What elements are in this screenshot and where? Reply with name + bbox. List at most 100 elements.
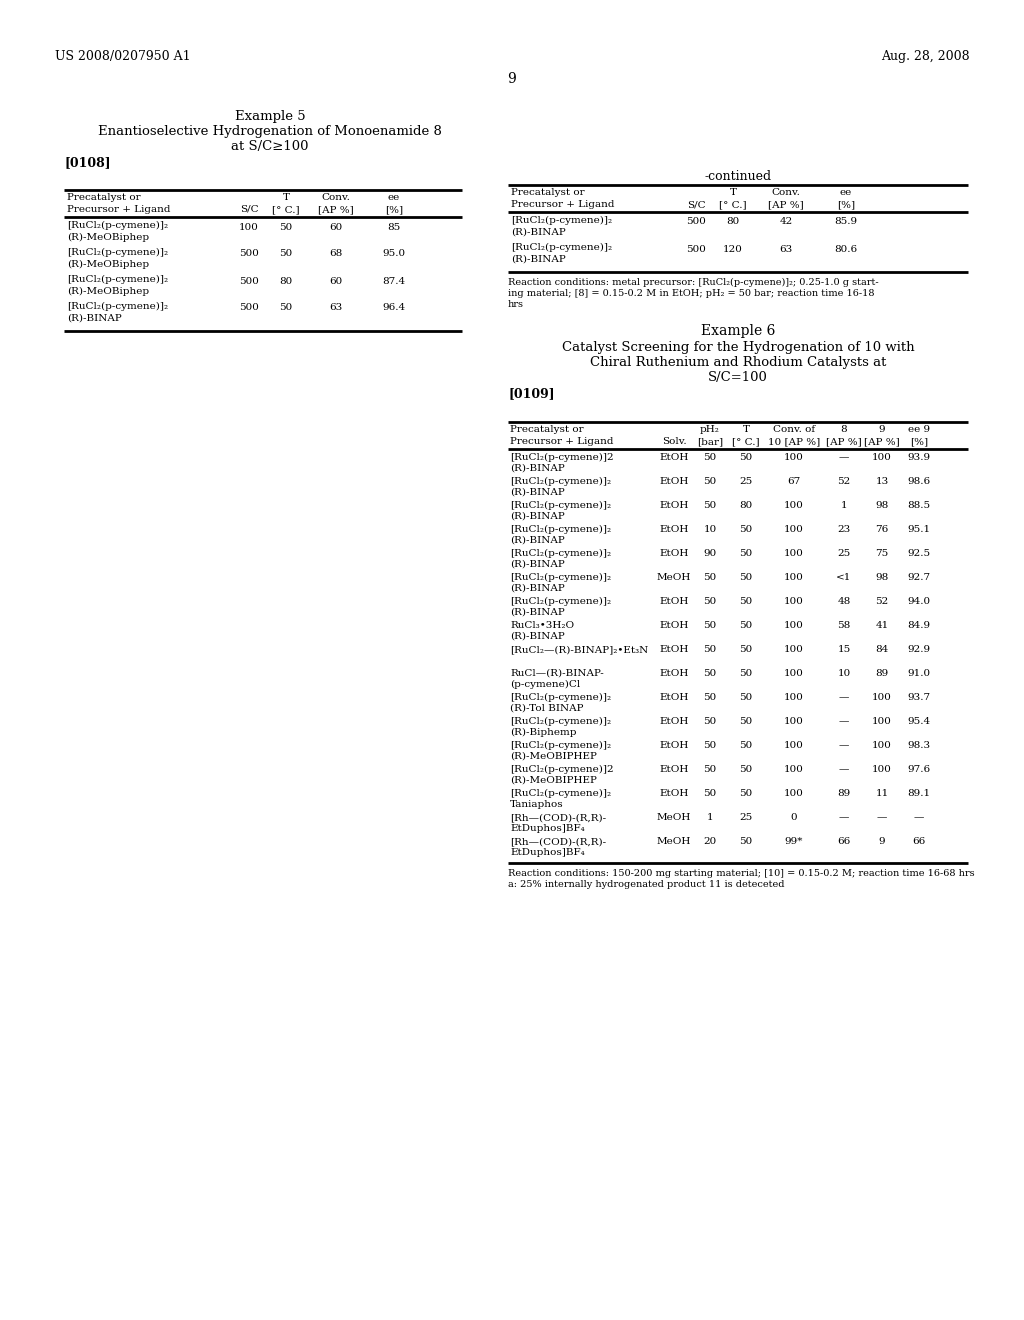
Text: S/C=100: S/C=100 [708, 371, 768, 384]
Text: S/C: S/C [687, 201, 706, 209]
Text: 60: 60 [330, 223, 343, 231]
Text: 98: 98 [876, 573, 889, 582]
Text: 89: 89 [838, 789, 851, 799]
Text: 8: 8 [841, 425, 847, 434]
Text: [RuCl₂(p-cymene)]₂: [RuCl₂(p-cymene)]₂ [510, 717, 611, 726]
Text: 100: 100 [784, 789, 804, 799]
Text: 50: 50 [703, 789, 717, 799]
Text: 99*: 99* [784, 837, 803, 846]
Text: —: — [839, 454, 849, 462]
Text: Precursor + Ligand: Precursor + Ligand [510, 437, 613, 446]
Text: 100: 100 [872, 766, 892, 775]
Text: 50: 50 [703, 669, 717, 678]
Text: [0108]: [0108] [63, 156, 111, 169]
Text: 50: 50 [739, 598, 753, 606]
Text: 52: 52 [876, 598, 889, 606]
Text: (R)-BINAP: (R)-BINAP [511, 228, 565, 238]
Text: 50: 50 [703, 766, 717, 775]
Text: 50: 50 [739, 622, 753, 631]
Text: MeOH: MeOH [656, 573, 691, 582]
Text: 50: 50 [280, 304, 293, 313]
Text: EtOH: EtOH [659, 622, 689, 631]
Text: (R)-BINAP: (R)-BINAP [510, 609, 565, 616]
Text: 60: 60 [330, 276, 343, 285]
Text: 88.5: 88.5 [907, 502, 931, 511]
Text: 500: 500 [686, 244, 706, 253]
Text: (R)-BINAP: (R)-BINAP [510, 583, 565, 593]
Text: 50: 50 [280, 249, 293, 259]
Text: hrs: hrs [508, 300, 524, 309]
Text: 25: 25 [838, 549, 851, 558]
Text: 500: 500 [239, 249, 259, 259]
Text: 100: 100 [784, 573, 804, 582]
Text: 100: 100 [784, 645, 804, 655]
Text: —: — [839, 742, 849, 751]
Text: 66: 66 [838, 837, 851, 846]
Text: (p-cymene)Cl: (p-cymene)Cl [510, 680, 581, 689]
Text: 500: 500 [239, 304, 259, 313]
Text: 1: 1 [707, 813, 714, 822]
Text: 42: 42 [779, 218, 793, 227]
Text: 75: 75 [876, 549, 889, 558]
Text: EtOH: EtOH [659, 598, 689, 606]
Text: Enantioselective Hydrogenation of Monoenamide 8: Enantioselective Hydrogenation of Monoen… [98, 125, 442, 139]
Text: 50: 50 [739, 789, 753, 799]
Text: MeOH: MeOH [656, 813, 691, 822]
Text: RuCl₃•3H₂O: RuCl₃•3H₂O [510, 620, 574, 630]
Text: T: T [729, 187, 736, 197]
Text: [RuCl₂(p-cymene)]₂: [RuCl₂(p-cymene)]₂ [510, 502, 611, 510]
Text: EtOH: EtOH [659, 718, 689, 726]
Text: [%]: [%] [910, 437, 928, 446]
Text: —: — [839, 813, 849, 822]
Text: —: — [839, 693, 849, 702]
Text: 98.6: 98.6 [907, 478, 931, 487]
Text: 100: 100 [784, 502, 804, 511]
Text: 100: 100 [872, 693, 892, 702]
Text: 89: 89 [876, 669, 889, 678]
Text: [RuCl₂(p-cymene)]₂: [RuCl₂(p-cymene)]₂ [511, 243, 612, 252]
Text: Precursor + Ligand: Precursor + Ligand [511, 201, 614, 209]
Text: Reaction conditions: metal precursor: [RuCl₂(p-cymene)]₂; 0.25-1.0 g start-: Reaction conditions: metal precursor: [R… [508, 279, 879, 288]
Text: 50: 50 [739, 837, 753, 846]
Text: 100: 100 [872, 718, 892, 726]
Text: Conv. of: Conv. of [773, 425, 815, 434]
Text: [AP %]: [AP %] [826, 437, 862, 446]
Text: 50: 50 [739, 693, 753, 702]
Text: S/C: S/C [240, 205, 258, 214]
Text: [RuCl₂(p-cymene)]2: [RuCl₂(p-cymene)]2 [510, 766, 613, 774]
Text: 98: 98 [876, 502, 889, 511]
Text: ee 9: ee 9 [908, 425, 930, 434]
Text: (R)-BINAP: (R)-BINAP [67, 314, 122, 323]
Text: [0109]: [0109] [508, 387, 555, 400]
Text: 87.4: 87.4 [382, 276, 406, 285]
Text: [Rh—(COD)-(R,R)-: [Rh—(COD)-(R,R)- [510, 813, 606, 822]
Text: 80: 80 [726, 218, 739, 227]
Text: 50: 50 [703, 622, 717, 631]
Text: 100: 100 [784, 598, 804, 606]
Text: [RuCl₂(p-cymene)]₂: [RuCl₂(p-cymene)]₂ [510, 525, 611, 535]
Text: 50: 50 [703, 598, 717, 606]
Text: (R)-BINAP: (R)-BINAP [510, 560, 565, 569]
Text: Precatalyst or: Precatalyst or [510, 425, 584, 434]
Text: 96.4: 96.4 [382, 304, 406, 313]
Text: EtDuphos]BF₄: EtDuphos]BF₄ [510, 847, 585, 857]
Text: 84.9: 84.9 [907, 622, 931, 631]
Text: (R)-MeOBIPHEP: (R)-MeOBIPHEP [510, 752, 597, 762]
Text: 100: 100 [784, 622, 804, 631]
Text: 50: 50 [703, 573, 717, 582]
Text: [%]: [%] [385, 205, 403, 214]
Text: 50: 50 [739, 718, 753, 726]
Text: [RuCl₂(p-cymene)]₂: [RuCl₂(p-cymene)]₂ [510, 597, 611, 606]
Text: 50: 50 [703, 478, 717, 487]
Text: [RuCl₂—(R)-BINAP]₂•Et₃N: [RuCl₂—(R)-BINAP]₂•Et₃N [510, 645, 648, 653]
Text: 9: 9 [508, 73, 516, 86]
Text: EtOH: EtOH [659, 549, 689, 558]
Text: 25: 25 [739, 478, 753, 487]
Text: <1: <1 [837, 573, 852, 582]
Text: 85: 85 [387, 223, 400, 231]
Text: 93.9: 93.9 [907, 454, 931, 462]
Text: Taniaphos: Taniaphos [510, 800, 563, 809]
Text: 9: 9 [879, 837, 886, 846]
Text: 80.6: 80.6 [835, 244, 857, 253]
Text: EtOH: EtOH [659, 693, 689, 702]
